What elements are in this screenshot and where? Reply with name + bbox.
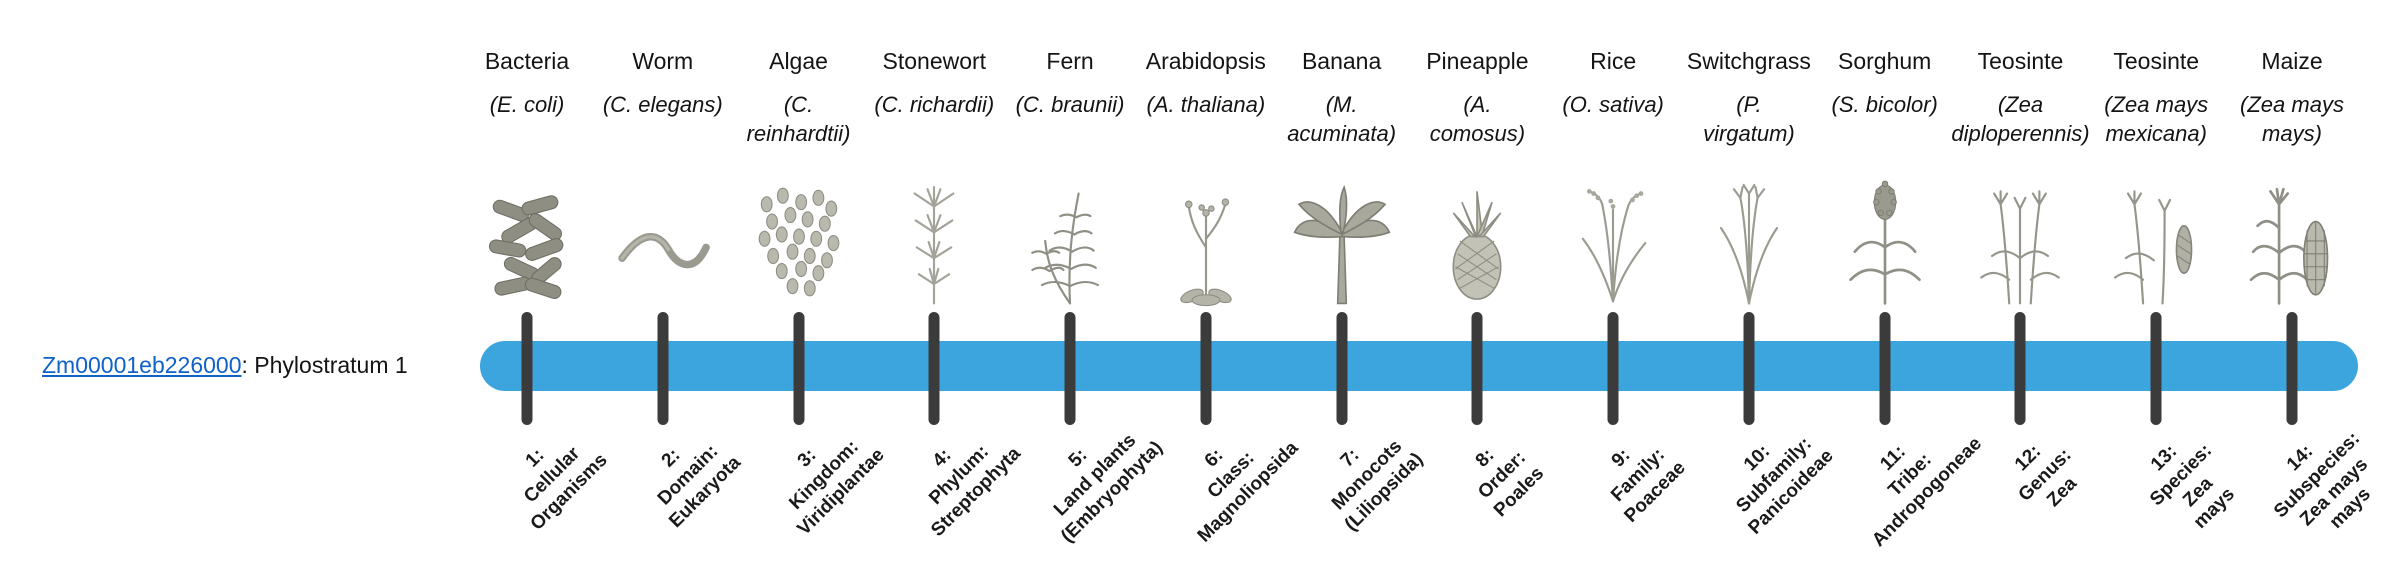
rice-icon <box>1557 172 1669 312</box>
tick-mark <box>1879 312 1891 425</box>
tick-mark <box>657 312 669 425</box>
bacteria-icon <box>471 172 583 312</box>
organism-scientific-name: (Zea mays mays) <box>2240 92 2344 147</box>
tick-mark <box>1607 312 1619 425</box>
tick-mark <box>793 312 805 425</box>
organism-common-name: Switchgrass <box>1686 48 1811 74</box>
organism-common-name: Stonewort <box>882 48 987 74</box>
maize-icon <box>2236 172 2348 312</box>
gene-link[interactable]: Zm00001eb226000 <box>42 352 242 378</box>
tick-mark <box>1336 312 1348 425</box>
organism-common-name: Pineapple <box>1426 48 1529 74</box>
organism-common-name: Fern <box>1046 48 1094 74</box>
organism-scientific-name: (S. bicolor) <box>1831 92 1938 117</box>
organism-column: Fern (C. braunii) 5: Land plants (Embryoph… <box>980 0 1167 580</box>
tick-mark <box>1200 312 1212 425</box>
organism-scientific-name: (E. coli) <box>489 92 565 117</box>
organism-scientific-name: (C. braunii) <box>1015 92 1125 117</box>
organism-common-name: Bacteria <box>484 48 570 74</box>
organism-scientific-name: (C. richardii) <box>874 92 995 117</box>
phylostratum-suffix: : Phylostratum 1 <box>241 352 408 378</box>
organism-column: Worm (C. elegans) 2: Domain: Eukaryota <box>573 0 753 580</box>
organism-column: Stonewort (C. richardii) 4: Phylum: Strept… <box>844 0 1024 580</box>
arabidopsis-icon <box>1150 172 1262 312</box>
organism-column: Banana (M. acuminata) 7: Monocots (Liliops… <box>1252 0 1432 580</box>
organism-scientific-name: (Zea diploperennis) <box>1951 92 2090 147</box>
organism-common-name: Banana <box>1301 48 1382 74</box>
organism-common-name: Teosinte <box>2113 48 2200 74</box>
teosinte-icon <box>1964 172 2076 312</box>
organism-scientific-name: (A. thaliana) <box>1146 92 1266 117</box>
tick-mark <box>2150 312 2162 425</box>
stratum-label: 14: Subspecies: Zea mays mays <box>2269 427 2376 534</box>
algae-icon <box>743 172 855 312</box>
organism-column: Sorghum (S. bicolor) 11: Tribe: Andropogon… <box>1795 0 1986 580</box>
organism-common-name: Worm <box>632 48 694 74</box>
organism-column: Switchgrass (P. virgatum) 10: Subfamily: P… <box>1659 0 1839 580</box>
organism-column: Pineapple (A. comosus) 8: Order: Poales <box>1387 0 1567 580</box>
switchgrass-icon <box>1693 172 1805 312</box>
tick-mark <box>521 312 533 425</box>
tick-mark <box>1471 312 1483 425</box>
tick-mark <box>2286 312 2298 425</box>
teosinte-mexicana-icon <box>2100 172 2212 312</box>
organism-scientific-name: (M. acuminata) <box>1287 92 1397 147</box>
sorghum-icon <box>1829 172 1941 312</box>
organism-common-name: Sorghum <box>1838 48 1932 74</box>
organism-column: Rice (O. sativa) 9: Family: Poaceae <box>1523 0 1703 580</box>
organism-column: Algae (C. reinhardtii) 3: Kingdom: Viridip… <box>709 0 889 580</box>
organism-column: Bacteria (E. coli) 1: Cellular Organisms <box>437 0 617 580</box>
pineapple-icon <box>1421 172 1533 312</box>
organism-scientific-name: (C. elegans) <box>602 92 723 117</box>
organism-column: Arabidopsis (A. thaliana) 6: Class: Magnol… <box>1116 0 1302 580</box>
organism-scientific-name: (Zea mays mexicana) <box>2104 92 2209 147</box>
gene-label: Zm00001eb226000: Phylostratum 1 <box>42 352 408 379</box>
worm-icon <box>607 172 719 312</box>
tick-mark <box>1743 312 1755 425</box>
organism-common-name: Rice <box>1590 48 1637 74</box>
tick-mark <box>928 312 940 425</box>
organism-scientific-name: (P. virgatum) <box>1703 92 1795 147</box>
timeline-bar <box>480 341 2358 391</box>
banana-icon <box>1286 172 1398 312</box>
organism-column: Teosinte (Zea diploperennis) 12: Genus: Ze… <box>1930 0 2110 580</box>
organism-common-name: Arabidopsis <box>1145 48 1266 74</box>
fern-icon <box>1014 172 1126 312</box>
tick-mark <box>1064 312 1076 425</box>
tick-mark <box>2014 312 2026 425</box>
organism-column: Maize (Zea mays mays) 14: Subspecies: Zea … <box>2202 0 2382 580</box>
stonewort-icon <box>878 172 990 312</box>
organism-common-name: Maize <box>2261 48 2323 74</box>
organism-column: Teosinte (Zea mays mexicana) 13: Species: … <box>2066 0 2246 580</box>
organism-common-name: Algae <box>769 48 828 74</box>
organism-scientific-name: (C. reinhardtii) <box>746 92 851 147</box>
organism-common-name: Teosinte <box>1977 48 2064 74</box>
organism-scientific-name: (A. comosus) <box>1429 92 1526 147</box>
organism-scientific-name: (O. sativa) <box>1562 92 1664 117</box>
